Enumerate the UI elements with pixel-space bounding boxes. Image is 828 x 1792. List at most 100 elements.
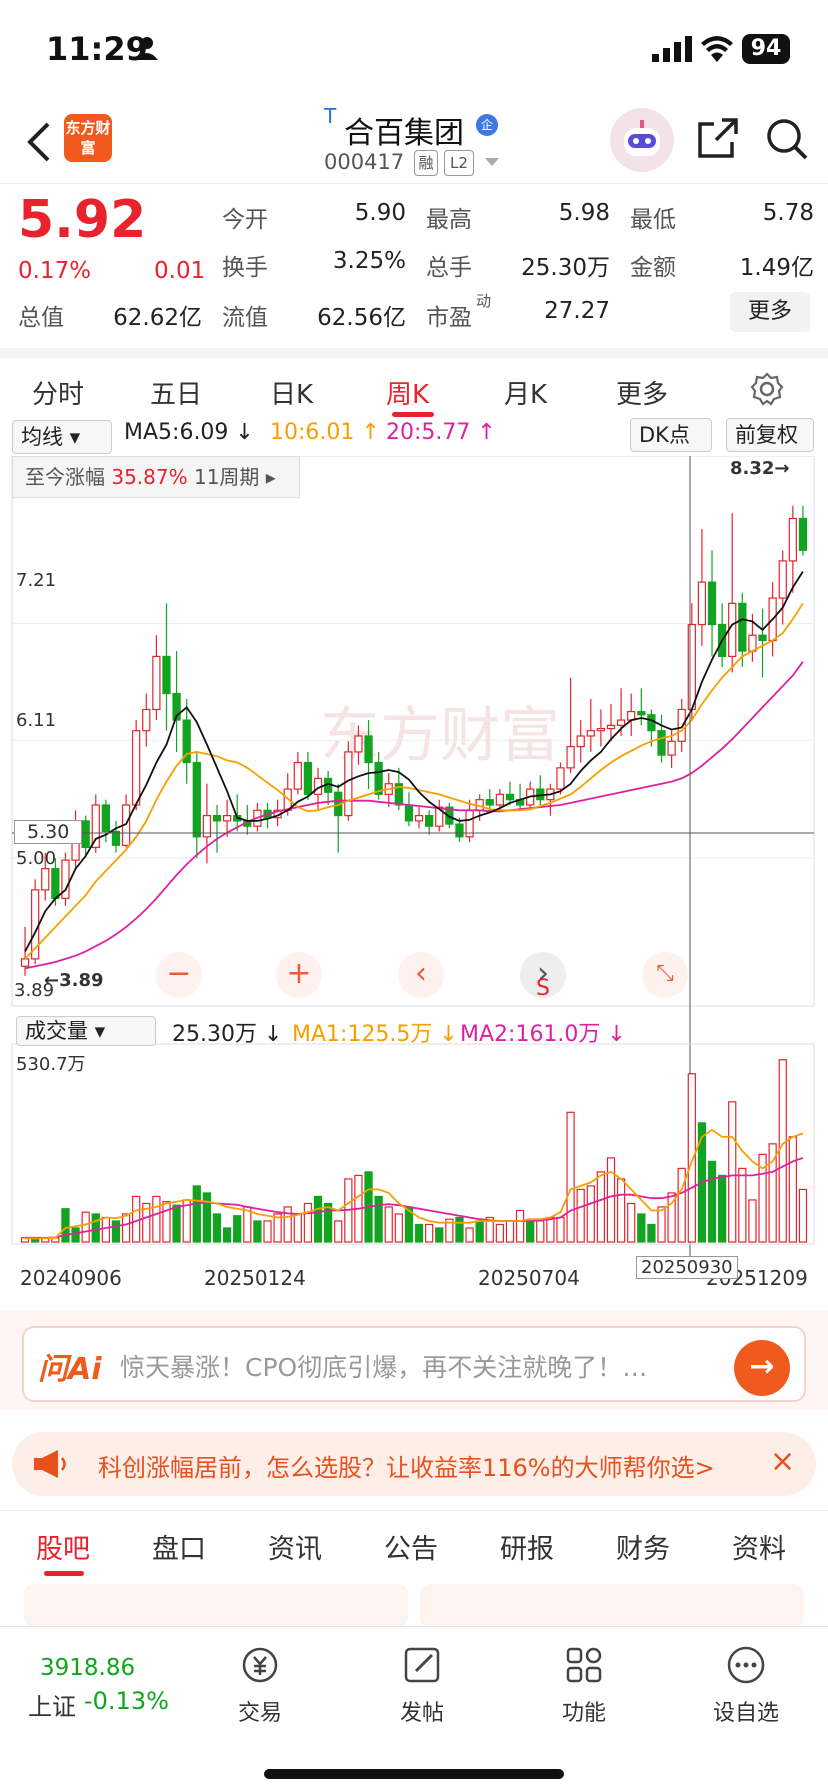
index-name[interactable]: 上证	[28, 1693, 76, 1721]
ai-search-box[interactable]	[22, 1326, 806, 1402]
tab-profile[interactable]: 资料	[732, 1534, 786, 1565]
gain-since-box[interactable]: 至今涨幅 35.87% 11周期 ▸	[12, 456, 300, 498]
candle-body	[152, 655, 161, 711]
candle-body	[101, 804, 111, 833]
ai-logo: 问Ai	[38, 1352, 102, 1387]
search-icon[interactable]	[764, 116, 810, 162]
signal-icon	[652, 36, 692, 62]
close-icon[interactable]: ×	[770, 1444, 796, 1479]
volume-bar	[253, 1220, 262, 1243]
volume-bar	[293, 1213, 302, 1243]
volume-bar	[91, 1213, 100, 1243]
adjust-button[interactable]: 前复权	[726, 418, 814, 452]
watchlist-label: 设自选	[712, 1701, 779, 1726]
more-quote-button[interactable]: 更多	[730, 292, 810, 332]
dk-points-button[interactable]: DK点	[630, 418, 712, 452]
index-value[interactable]: 3918.86	[40, 1655, 136, 1681]
gain-value: 35.87%	[111, 465, 188, 489]
gain-label: 至今涨幅	[25, 465, 105, 489]
candle-body	[354, 735, 363, 753]
tab-more-periods[interactable]: 更多	[616, 380, 669, 410]
popularity-card-peek[interactable]	[24, 1584, 408, 1628]
tab-order-book[interactable]: 盘口	[152, 1534, 206, 1565]
volume-bar	[768, 1143, 777, 1243]
candle-body	[435, 806, 444, 827]
tab-weekly-k[interactable]: 周K	[386, 380, 430, 410]
ai-search-text[interactable]: 惊天暴涨！CPO彻底引爆，再不关注就晚了！…	[120, 1353, 648, 1382]
ma10-line	[24, 602, 804, 960]
quote-panel: 5.92 0.17% 0.01 今开 5.90 最高 5.98 最低 5.78 …	[0, 186, 828, 346]
volume-bar	[475, 1220, 484, 1243]
back-icon[interactable]	[24, 120, 54, 164]
high-marker: 8.32→	[730, 458, 790, 479]
fullscreen-button[interactable]: ⤡	[642, 952, 688, 998]
arrow-right-icon[interactable]: →	[734, 1340, 790, 1396]
candle-body	[364, 735, 373, 764]
scroll-right-button[interactable]: ›	[520, 952, 566, 998]
volume-selector[interactable]: 成交量 ▾	[16, 1016, 156, 1046]
features-label: 功能	[561, 1701, 606, 1726]
y-tick-label: 5.00	[16, 848, 57, 869]
candle-body	[778, 560, 787, 599]
ma20-value: 20:5.77 ↑	[386, 420, 496, 445]
megaphone-icon	[34, 1450, 66, 1478]
tab-forum[interactable]: 股吧	[36, 1534, 90, 1565]
chevron-down-icon[interactable]	[484, 156, 500, 168]
kline-chart[interactable]: 东方财富 至今涨幅 35.87% 11周期 ▸ 7.21 6.11 5.00 3…	[0, 456, 828, 1290]
open-label: 今开	[222, 207, 268, 233]
stock-name[interactable]: 合百集团	[344, 116, 464, 151]
volume-bar	[556, 1216, 565, 1243]
volume-bar	[566, 1111, 575, 1243]
candle-body	[637, 710, 646, 716]
candle-body	[142, 708, 151, 732]
trade-label: 交易	[237, 1701, 282, 1726]
volume-bar	[71, 1227, 80, 1243]
scroll-left-button[interactable]: ‹	[398, 952, 444, 998]
candle-body	[425, 814, 434, 827]
active-tab-indicator	[392, 412, 434, 417]
volume-label: 总手	[426, 255, 472, 281]
bull-bear-card-peek[interactable]	[420, 1584, 804, 1628]
promo-text[interactable]: 科创涨幅居前，怎么选股？让收益率116%的大师帮你选>	[98, 1454, 715, 1482]
volume-bar	[677, 1167, 686, 1243]
post-button[interactable]: 发帖	[372, 1637, 472, 1727]
candle-body	[495, 793, 505, 806]
low-tick-label: 3.89	[14, 980, 55, 1001]
ma-selector[interactable]: 均线 ▾	[12, 420, 112, 454]
candle-body	[455, 823, 464, 838]
ai-assistant-avatar[interactable]	[610, 108, 674, 172]
candle-body	[788, 517, 797, 562]
features-button[interactable]: 功能	[534, 1637, 634, 1727]
volume-bar	[515, 1209, 525, 1243]
tab-research[interactable]: 研报	[500, 1534, 554, 1565]
volume-bar	[374, 1195, 383, 1243]
tab-daily-k[interactable]: 日K	[270, 380, 314, 410]
tab-news[interactable]: 资讯	[268, 1534, 322, 1565]
tab-five-day[interactable]: 五日	[150, 380, 203, 410]
zoom-out-button[interactable]: −	[156, 952, 202, 998]
enterprise-badge: 企	[476, 114, 498, 136]
info-tabs: 股吧 盘口 资讯 公告 研报 财务 资料	[0, 1510, 828, 1578]
y-tick-label: 7.21	[16, 570, 57, 591]
tab-intraday[interactable]: 分时	[32, 380, 85, 410]
home-indicator	[264, 1769, 564, 1779]
volume-bar	[142, 1202, 151, 1243]
volume-bar	[111, 1220, 121, 1243]
volume-bar	[81, 1211, 90, 1243]
add-watchlist-button[interactable]: 设自选	[696, 1637, 796, 1727]
tab-monthly-k[interactable]: 月K	[504, 380, 548, 410]
volume-max-label: 530.7万	[16, 1054, 86, 1075]
trade-button[interactable]: 交易	[210, 1637, 310, 1727]
zoom-in-button[interactable]: +	[276, 952, 322, 998]
promo-banner[interactable]: 科创涨幅居前，怎么选股？让收益率116%的大师帮你选> ×	[12, 1432, 816, 1496]
amount-label: 金额	[630, 255, 676, 281]
gain-period: 11周期	[193, 465, 260, 489]
tab-financials[interactable]: 财务	[616, 1534, 670, 1565]
volume-selector-label: 成交量	[25, 1019, 88, 1043]
candle-body	[404, 804, 414, 822]
gear-icon[interactable]	[750, 372, 784, 406]
share-icon[interactable]	[696, 116, 740, 160]
tab-announcements[interactable]: 公告	[384, 1534, 438, 1565]
index-change[interactable]: -0.13%	[84, 1687, 169, 1715]
volume-bar	[222, 1227, 232, 1243]
